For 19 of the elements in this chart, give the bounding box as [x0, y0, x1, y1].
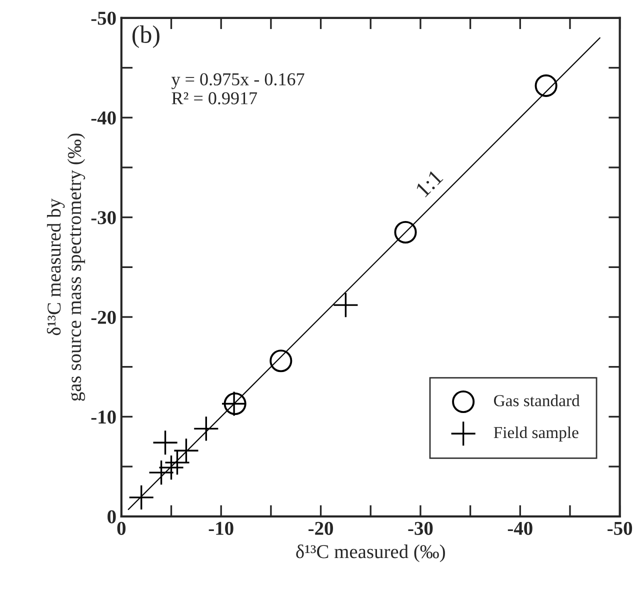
annotation: 1:1: [415, 169, 444, 198]
annotation: y = 0.975x - 0.167 R² = 0.9917: [171, 73, 304, 104]
legend-label: Gas standard: [494, 394, 580, 406]
y-axis-title: δ¹³C measured by gas source mass spectrometry (‰): [46, 134, 86, 401]
x-tick-label: -20: [308, 522, 333, 535]
x-tick-label: -50: [608, 522, 632, 535]
y-tick-label: -10: [91, 410, 116, 424]
y-tick-label: -50: [91, 12, 116, 25]
x-axis-title: δ¹³C measured (‰): [296, 544, 445, 562]
x-tick-label: -40: [508, 522, 532, 535]
legend-label: Field sample: [494, 426, 578, 442]
y-tick-label: -40: [91, 111, 116, 125]
x-tick-label: 0: [117, 522, 126, 535]
x-tick-label: -30: [408, 522, 433, 535]
y-tick-label: -20: [91, 310, 116, 324]
y-tick-label: 0: [108, 510, 116, 524]
annotation: (b): [132, 25, 160, 48]
y-tick-label: -30: [91, 211, 116, 224]
x-tick-label: -10: [208, 522, 234, 535]
